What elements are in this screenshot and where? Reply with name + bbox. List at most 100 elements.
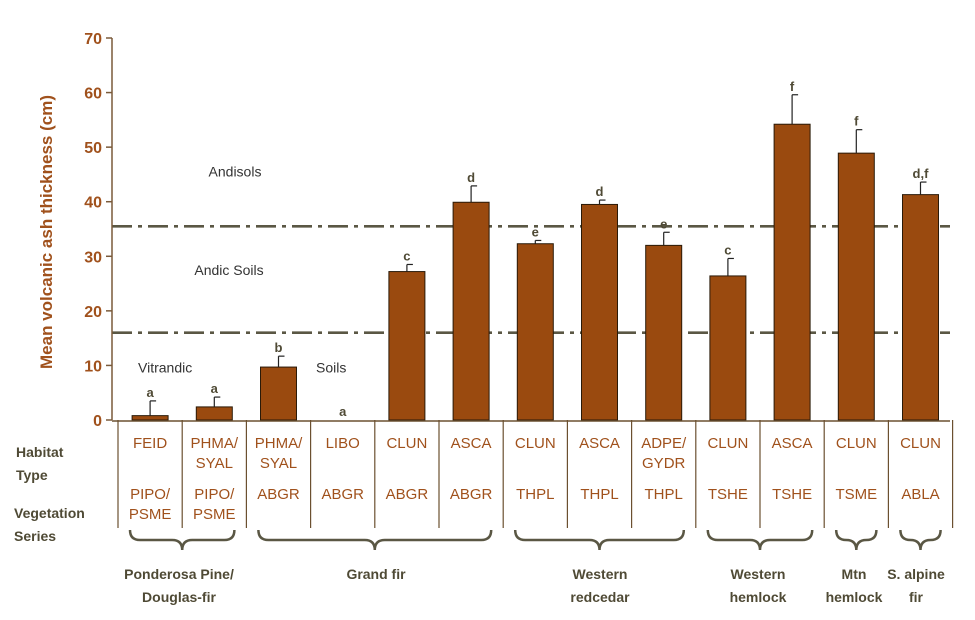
group-label-line: S. alpine — [887, 566, 945, 582]
habitat-type-label: LIBO — [326, 435, 360, 452]
bar-group: b — [260, 340, 297, 421]
vegetation-series-label-line: ABGR — [257, 486, 300, 503]
significance-letter: e — [660, 216, 667, 231]
zone-labels: Andisols Andic Soils Vitrandic Soils — [138, 164, 346, 376]
vegetation-series-label-line: TSHE — [708, 486, 748, 503]
group-label-line: Mtn — [842, 566, 867, 582]
zone-label: Andisols — [209, 164, 262, 180]
group-brace — [128, 529, 236, 551]
significance-letter: d,f — [913, 166, 930, 181]
group-braces: Ponderosa Pine/Douglas-fir Grand fir Weste… — [124, 529, 945, 605]
vegetation-series-label-line: ABGR — [450, 486, 493, 503]
y-tick-label: 60 — [84, 86, 102, 103]
bar — [837, 152, 875, 421]
y-axis-label-group: Mean volcanic ash thickness (cm) — [37, 95, 56, 369]
vegetation-series-label-line: ABGR — [386, 486, 429, 503]
bar — [260, 366, 297, 421]
vegetation-series-label: ABGR — [257, 486, 300, 503]
group-label-line: redcedar — [570, 589, 630, 605]
bar-group: c — [709, 242, 747, 421]
habitat-type-label-line: LIBO — [326, 435, 360, 452]
habitat-type-label-line: ASCA — [451, 435, 492, 452]
vegetation-series-label: ABGR — [450, 486, 493, 503]
habitat-type-label: CLUN — [707, 435, 748, 452]
vegetation-series-label-line: THPL — [580, 486, 618, 503]
zone-label: Andic Soils — [194, 262, 263, 278]
bar-group: d — [581, 184, 618, 421]
bar — [195, 406, 233, 421]
significance-letter: d — [596, 184, 604, 199]
habitat-type-label: PHMA/SYAL — [191, 435, 239, 472]
vegetation-series-label-line: THPL — [645, 486, 683, 503]
habitat-type-label: ASCA — [579, 435, 620, 452]
vegetation-series-label: ABGR — [321, 486, 364, 503]
habitat-type-label-line: PHMA/ — [191, 435, 239, 452]
vegetation-series-label: TSHE — [708, 486, 748, 503]
habitat-type-label-line: ADPE/ — [641, 435, 687, 452]
group-label-line: Western — [731, 566, 786, 582]
group-brace — [834, 529, 878, 551]
habitat-type-label-line: CLUN — [836, 435, 877, 452]
vegetation-series-label: TSME — [835, 486, 877, 503]
habitat-type-label: ASCA — [451, 435, 492, 452]
vegetation-series-label: ABGR — [386, 486, 429, 503]
group-label: Western hemlock — [730, 566, 787, 605]
vegetation-series-label: THPL — [580, 486, 618, 503]
habitat-type-label-line: FEID — [133, 435, 167, 452]
significance-letter: a — [339, 404, 347, 419]
habitat-row-label-line: Type — [16, 467, 48, 483]
bar — [902, 194, 939, 421]
group-label-line: Grand fir — [346, 566, 406, 582]
vegetation-series-label: ABLA — [901, 486, 939, 503]
vegetation-series-label-line: TSME — [835, 486, 877, 503]
habitat-row-label: Habitat Type — [16, 444, 64, 483]
group-label-line: Ponderosa Pine/ — [124, 566, 234, 582]
group-label: Ponderosa Pine/Douglas-fir — [124, 566, 234, 605]
vegetation-series-label-line: THPL — [516, 486, 554, 503]
habitat-type-label: ASCA — [772, 435, 813, 452]
habitat-type-label-line: PHMA/ — [255, 435, 303, 452]
vegetation-series-label-line: ABGR — [321, 486, 364, 503]
significance-letter: f — [854, 114, 859, 129]
y-tick-label: 30 — [84, 249, 102, 266]
habitat-type-label-line: ASCA — [772, 435, 813, 452]
group-label-line: hemlock — [826, 589, 883, 605]
habitat-type-label: CLUN — [386, 435, 427, 452]
vegetation-series-label: TSHE — [772, 486, 812, 503]
bar-group: a — [131, 385, 169, 421]
zone-label: Vitrandic — [138, 360, 192, 376]
series-row-label-line: Vegetation — [14, 505, 85, 521]
habitat-type-label-line: ASCA — [579, 435, 620, 452]
habitat-type-label: ADPE/GYDR — [641, 435, 687, 472]
bar — [581, 203, 618, 421]
significance-letter: d — [467, 170, 475, 185]
bar — [388, 271, 426, 421]
habitat-type-label-line: SYAL — [196, 455, 233, 472]
bar-group: e — [645, 216, 683, 421]
vegetation-series-label: THPL — [645, 486, 683, 503]
series-row-label-line: Series — [14, 528, 56, 544]
group-label: Western redcedar — [570, 566, 630, 605]
significance-letter: c — [403, 248, 410, 263]
vegetation-series-label-line: PIPO/ — [130, 486, 171, 503]
bar-group: c — [388, 248, 426, 421]
group-label-line: hemlock — [730, 589, 787, 605]
bar — [709, 275, 747, 421]
habitat-type-label-line: SYAL — [260, 455, 297, 472]
vegetation-series-label: PIPO/PSME — [129, 486, 172, 523]
series-row-label: Vegetation Series — [14, 505, 85, 544]
bar — [452, 201, 490, 421]
bar-group: a — [195, 381, 233, 421]
vegetation-series-label-line: TSHE — [772, 486, 812, 503]
significance-letter: a — [146, 385, 154, 400]
habitat-type-label: PHMA/SYAL — [255, 435, 303, 472]
habitat-type-label-line: GYDR — [642, 455, 686, 472]
significance-letter: f — [790, 79, 795, 94]
y-tick-label: 0 — [93, 413, 102, 430]
vegetation-series-label-line: PSME — [193, 506, 236, 523]
habitat-type-label: CLUN — [515, 435, 556, 452]
bars: a a b a c d e d e c f f d,f — [131, 79, 939, 421]
bar-group: d — [452, 170, 490, 421]
habitat-type-label-line: CLUN — [707, 435, 748, 452]
